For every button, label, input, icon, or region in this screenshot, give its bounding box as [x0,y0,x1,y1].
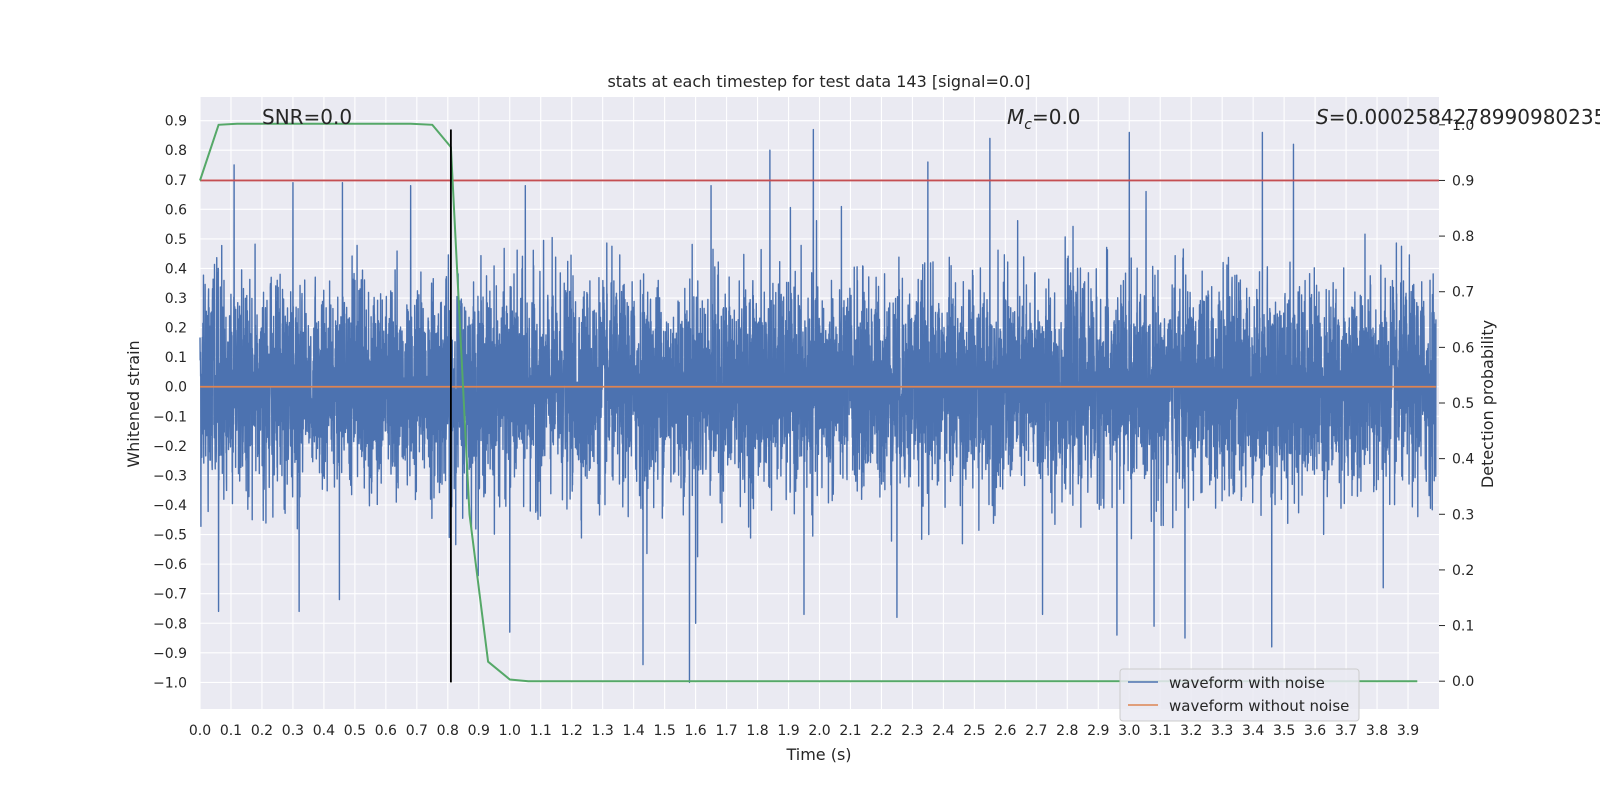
y-tick-label: −0.4 [153,498,187,514]
y2-tick-label: 0.8 [1452,229,1474,245]
x-tick-label: 1.2 [561,723,583,739]
y2-axis-label: Detection probability [1478,320,1497,488]
chart-title: stats at each timestep for test data 143… [607,72,1030,91]
y-tick-label: 0.3 [165,291,187,307]
y-tick-label: 0.1 [165,350,187,366]
x-tick-label: 0.7 [406,723,428,739]
y-tick-label: −0.5 [153,528,187,544]
x-tick-label: 0.0 [189,723,211,739]
y2-tick-labels: 0.0 0.1 0.2 0.3 0.4 0.5 0.6 0.7 0.8 0.9 1.0 [1439,118,1474,690]
x-tick-label: 0.6 [375,723,397,739]
mc-value: =0.0 [1032,105,1081,129]
x-tick-label: 3.4 [1242,723,1264,739]
x-tick-label: 2.3 [901,723,923,739]
y2-tick-label: 0.5 [1452,396,1474,412]
x-tick-label: 2.9 [1087,723,1109,739]
s-annotation: S=0.00025842789909802350 [1316,105,1600,129]
y-tick-labels: 0.9 0.8 0.7 0.6 0.5 0.4 0.3 0.2 0.1 0.0 −0.1 −0.2 −0… [153,114,187,692]
x-tick-label: 3.0 [1118,723,1140,739]
legend-box [1119,668,1360,722]
x-tick-label: 1.3 [592,723,614,739]
y2-tick-label: 0.2 [1452,563,1474,579]
mc-annotation: Mc=0.0 [1007,105,1081,133]
y-tick-label: 0.8 [165,143,187,159]
x-tick-label: 0.2 [251,723,273,739]
x-tick-label: 2.0 [808,723,830,739]
s-value: =0.00025842789909802350 [1329,105,1600,129]
x-tick-label: 3.2 [1180,723,1202,739]
x-tick-label: 1.7 [715,723,737,739]
x-tick-labels: 0.0 0.1 0.2 0.3 0.4 0.5 0.6 0.7 0.8 0.9 1.0 1.1 1.2 1… [189,723,1419,739]
y-tick-label: 0.6 [165,202,187,218]
legend-label-noise: waveform with noise [1169,674,1325,692]
y2-tick-label: 0.4 [1452,452,1474,468]
x-tick-label: 3.9 [1397,723,1419,739]
y2-tick-label: 0.6 [1452,340,1474,356]
noise-trace [199,128,1437,684]
x-tick-label: 2.2 [870,723,892,739]
x-tick-label: 1.0 [499,723,521,739]
snr-annotation: SNR=0.0 [262,105,352,129]
x-tick-label: 2.8 [1056,723,1078,739]
x-tick-label: 0.5 [344,723,366,739]
x-tick-label: 1.6 [684,723,706,739]
y-tick-label: 0.9 [165,114,187,130]
y-tick-label: −0.2 [153,439,187,455]
mc-subscript: c [1024,117,1032,133]
y-tick-label: 0.0 [165,380,187,396]
y2-tick-label: 1.0 [1452,118,1474,134]
y-tick-label: −0.8 [153,616,187,632]
x-tick-label: 2.1 [839,723,861,739]
x-tick-label: 0.1 [220,723,242,739]
x-tick-label: 3.1 [1149,723,1171,739]
x-tick-label: 3.8 [1366,723,1388,739]
y-tick-label: 0.2 [165,321,187,337]
mc-symbol: M [1007,105,1024,129]
x-tick-label: 1.1 [530,723,552,739]
y-tick-label: −1.0 [153,675,187,691]
y-tick-label: 0.7 [165,173,187,189]
x-axis-label: Time (s) [785,745,851,764]
x-tick-label: 3.5 [1273,723,1295,739]
s-symbol: S [1316,105,1329,129]
y-tick-label: 0.4 [165,261,187,277]
x-tick-label: 3.3 [1211,723,1233,739]
x-tick-label: 1.8 [746,723,768,739]
x-tick-label: 2.4 [932,723,954,739]
y2-tick-label: 0.7 [1452,285,1474,301]
x-tick-label: 3.7 [1335,723,1357,739]
x-tick-label: 2.5 [963,723,985,739]
x-tick-label: 3.6 [1304,723,1326,739]
y2-tick-label: 0.0 [1452,674,1474,690]
y-tick-label: −0.1 [153,409,187,425]
legend-label-clean: waveform without noise [1169,697,1349,715]
legend: waveform with noise waveform without noi… [1119,668,1360,722]
y-tick-label: 0.5 [165,232,187,248]
y-tick-label: −0.9 [153,646,187,662]
x-tick-label: 0.9 [468,723,490,739]
x-tick-label: 2.6 [994,723,1016,739]
y-axis-label: Whitened strain [124,340,143,467]
y2-tick-label: 0.3 [1452,507,1474,523]
y-tick-label: −0.6 [153,557,187,573]
x-tick-label: 0.8 [437,723,459,739]
x-tick-label: 1.5 [653,723,675,739]
y2-tick-label: 0.1 [1452,619,1474,635]
x-tick-label: 0.3 [282,723,304,739]
x-tick-label: 1.9 [777,723,799,739]
y-tick-label: −0.3 [153,468,187,484]
y-tick-label: −0.7 [153,587,187,603]
x-tick-label: 0.4 [313,723,335,739]
x-tick-label: 2.7 [1025,723,1047,739]
series-waveform-with-noise [199,128,1437,684]
x-tick-label: 1.4 [623,723,645,739]
y2-tick-label: 0.9 [1452,173,1474,189]
